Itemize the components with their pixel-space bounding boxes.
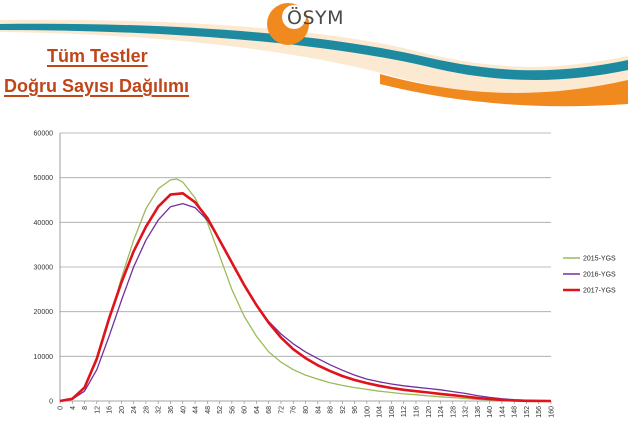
x-tick-label: 68 (266, 406, 273, 414)
banner-teal-swoosh (0, 23, 628, 81)
logo-text: ÖSYM (287, 7, 345, 29)
series-line-2015-YGS (59, 178, 551, 402)
page-title: Tüm Testler (47, 46, 148, 66)
y-tick-label: 30000 (34, 265, 54, 272)
x-tick-label: 8 (82, 406, 89, 410)
y-tick-label: 10000 (34, 354, 54, 361)
x-tick-label: 44 (193, 406, 200, 414)
x-tick-label: 108 (389, 406, 396, 418)
x-tick-label: 144 (499, 406, 506, 418)
x-tick-label: 36 (168, 406, 175, 414)
x-tick-label: 72 (278, 406, 285, 414)
x-tick-label: 4 (70, 406, 77, 410)
legend-label: 2015-YGS (583, 256, 616, 263)
x-tick-label: 80 (303, 406, 310, 414)
x-tick-label: 160 (549, 406, 556, 418)
x-tick-label: 0 (58, 406, 65, 410)
x-tick-label: 140 (487, 406, 494, 418)
x-tick-label: 116 (413, 406, 420, 417)
series-line-2016-YGS (59, 202, 552, 402)
x-tick-label: 156 (536, 406, 543, 418)
page-subtitle: Doğru Sayısı Dağılımı (4, 76, 190, 96)
x-tick-label: 64 (254, 406, 261, 414)
banner-orange-swoosh (380, 74, 628, 107)
osym-logo-icon (267, 3, 309, 45)
x-tick-label: 96 (352, 406, 359, 414)
x-tick-label: 12 (94, 406, 101, 414)
y-tick-label: 0 (49, 399, 53, 406)
x-tick-label: 48 (205, 406, 212, 414)
x-tick-label: 76 (291, 406, 298, 414)
x-tick-label: 24 (131, 406, 138, 414)
y-axis-ticks: 0 10000 20000 30000 40000 50000 60000 (34, 131, 54, 406)
header-banner (0, 3, 628, 107)
x-tick-label: 136 (475, 406, 482, 418)
x-tick-label: 112 (401, 406, 408, 417)
y-tick-label: 40000 (34, 220, 54, 227)
y-tick-label: 50000 (34, 175, 54, 182)
x-tick-label: 104 (377, 406, 384, 418)
legend-label: 2016-YGS (583, 272, 616, 279)
x-tick-label: 52 (217, 406, 224, 414)
x-tick-label: 56 (229, 406, 236, 414)
x-tick-label: 28 (143, 406, 150, 414)
x-tick-label: 120 (426, 406, 433, 418)
x-tick-label: 40 (180, 406, 187, 414)
x-tick-label: 92 (340, 406, 347, 414)
legend-label: 2017-YGS (583, 288, 616, 295)
y-tick-label: 20000 (34, 309, 54, 316)
x-tick-label: 16 (107, 406, 114, 414)
x-tick-label: 128 (450, 406, 457, 418)
x-axis-ticks: 0 4 8 12 16 20 24 28 32 36 40 44 48 52 56 60 64 68 72 76 80 8… (58, 401, 556, 418)
x-tick-label: 84 (315, 406, 322, 414)
series-line-2017-YGS (59, 192, 552, 403)
x-tick-label: 152 (524, 406, 531, 418)
x-tick-label: 60 (242, 406, 249, 414)
x-tick-label: 20 (119, 406, 126, 414)
x-tick-label: 132 (463, 406, 470, 418)
x-tick-label: 88 (328, 406, 335, 414)
chart-series (59, 178, 552, 403)
y-tick-label: 60000 (34, 131, 54, 138)
x-tick-label: 148 (512, 406, 519, 418)
x-tick-label: 32 (156, 406, 163, 414)
chart-legend: 2015-YGS 2016-YGS 2017-YGS (563, 256, 616, 295)
banner-light-swoosh (0, 19, 628, 101)
x-tick-label: 124 (438, 406, 445, 418)
x-tick-label: 100 (364, 406, 371, 418)
